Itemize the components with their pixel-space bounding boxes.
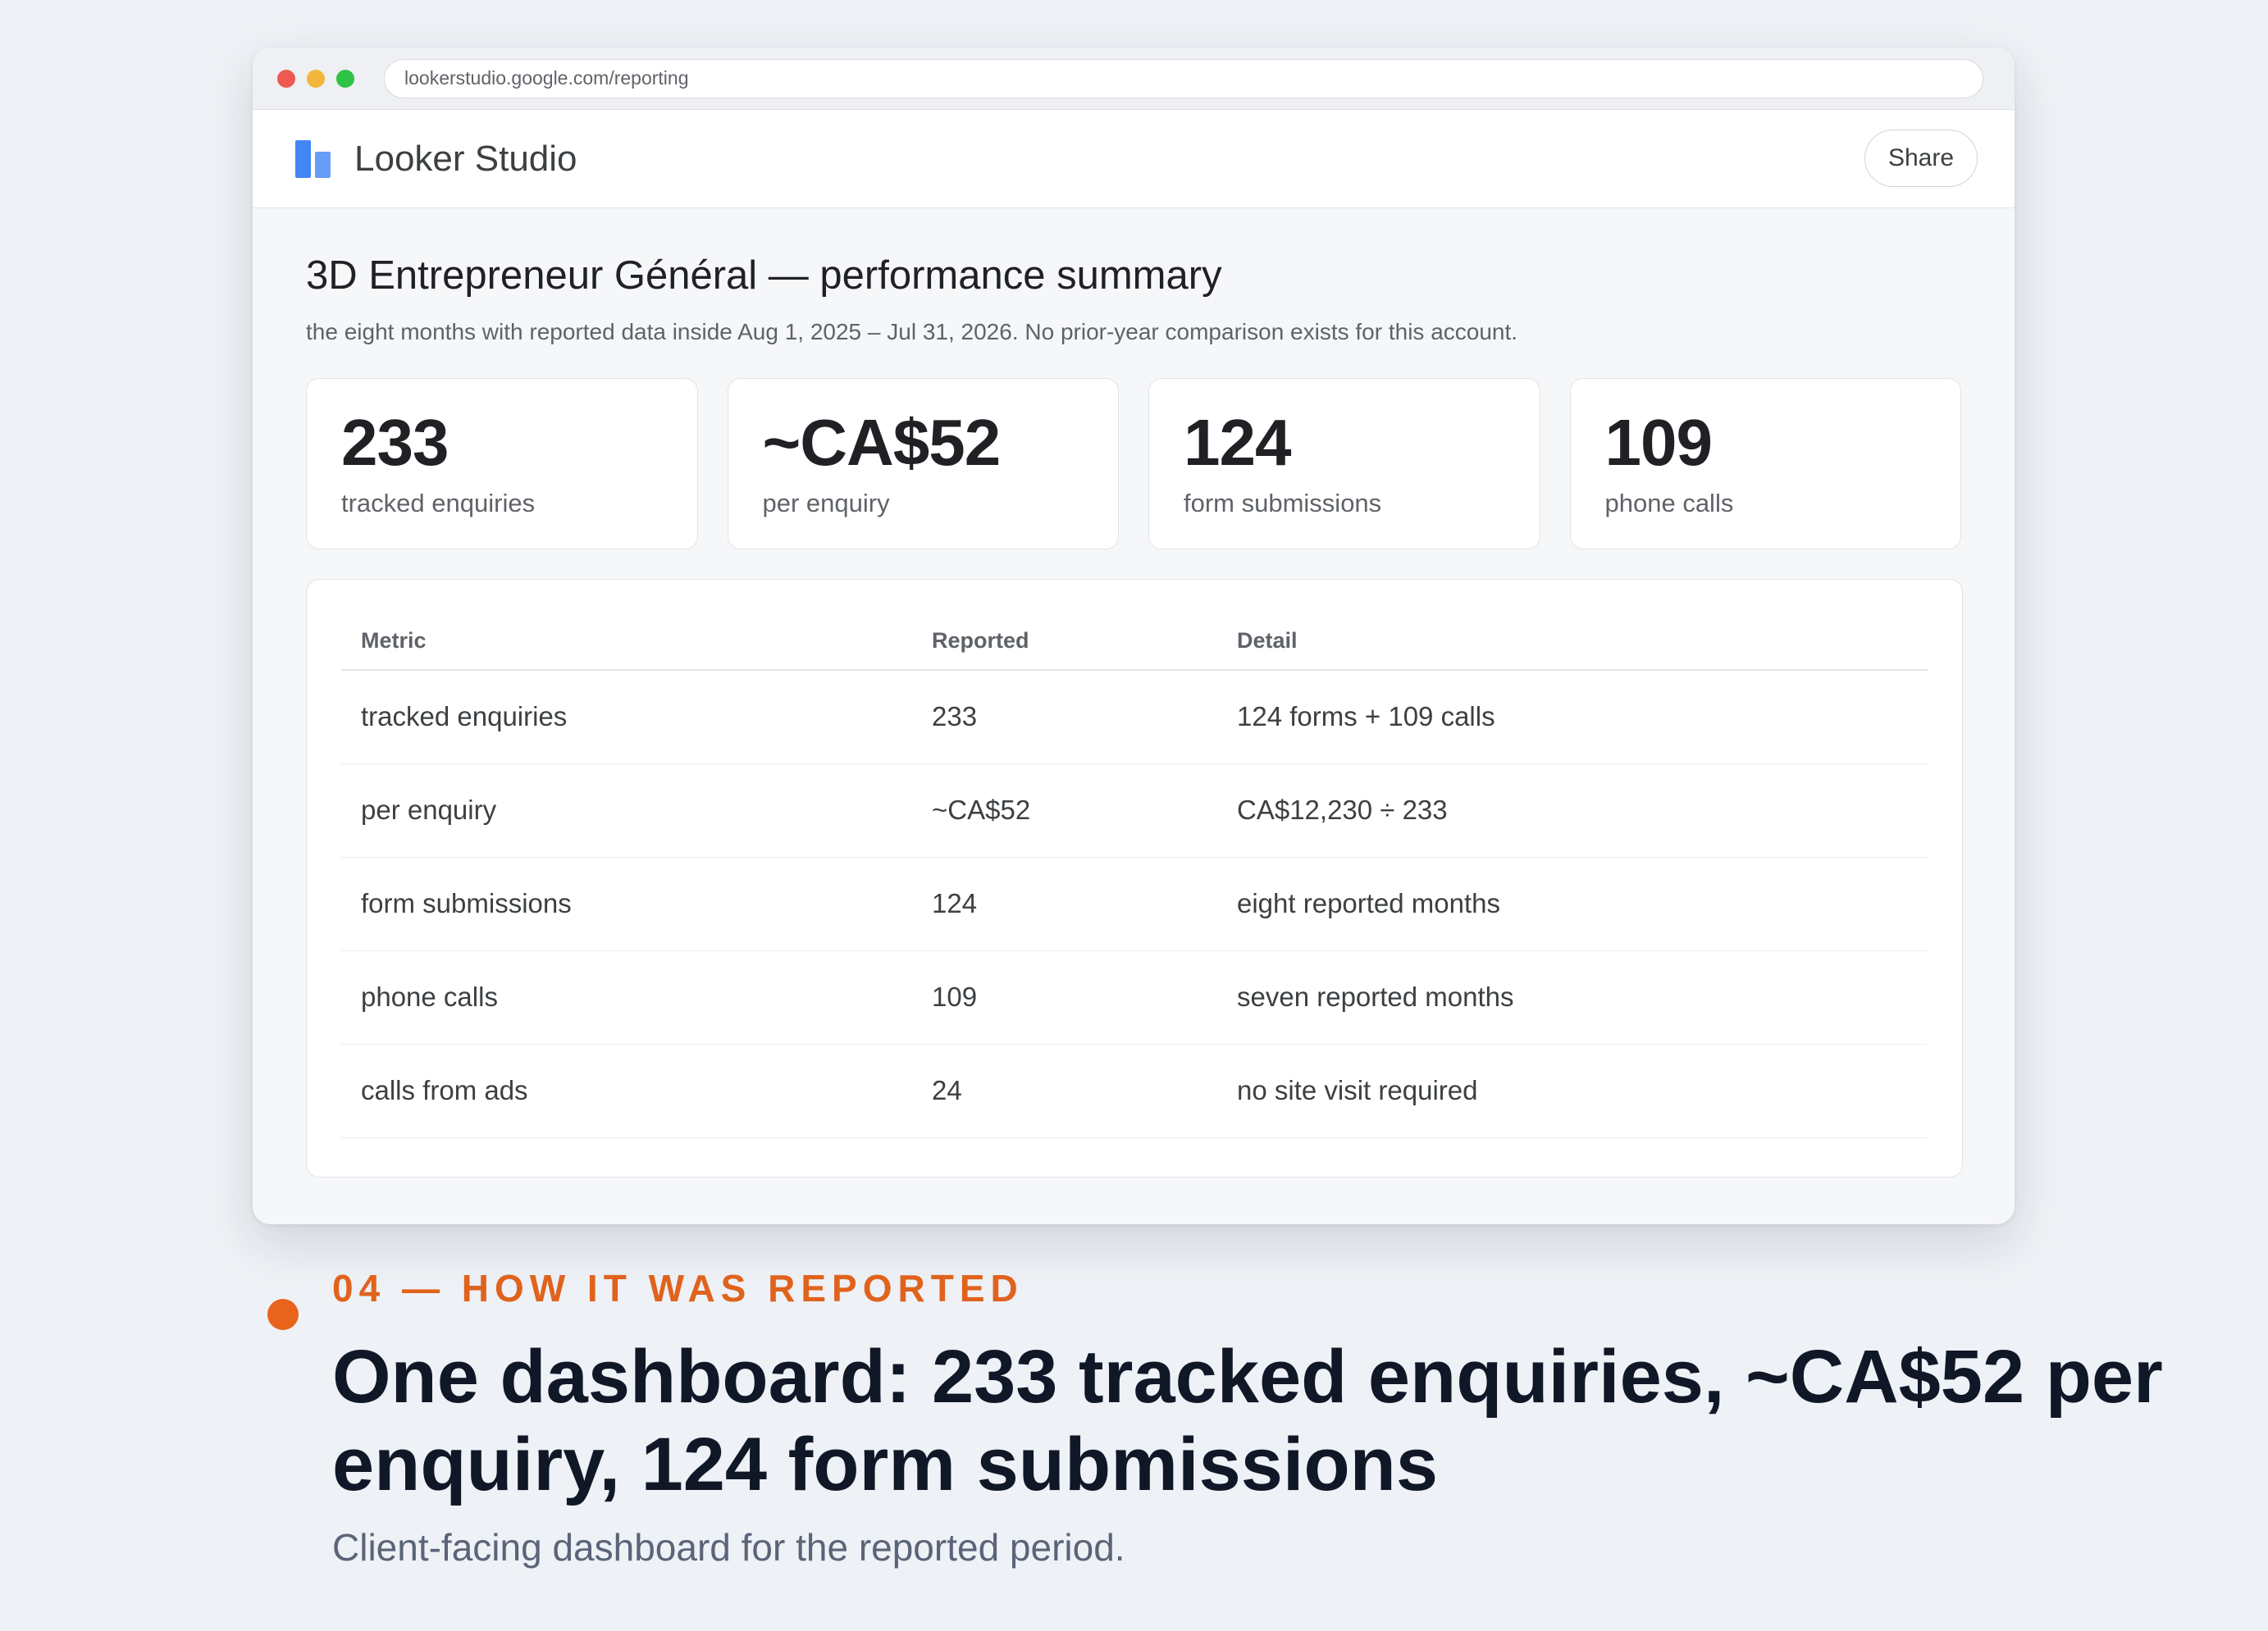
browser-chrome: lookerstudio.google.com/reporting — [253, 48, 2015, 110]
metric-cell: form submissions — [341, 857, 912, 951]
table-row: form submissions 124 eight reported mont… — [341, 857, 1928, 951]
url-text: lookerstudio.google.com/reporting — [404, 67, 689, 89]
looker-studio-logo-icon — [295, 139, 333, 178]
reported-cell: ~CA$52 — [912, 763, 1217, 858]
metrics-table: Metric Reported Detail tracked enquiries… — [341, 613, 1928, 1138]
kpi-value: 233 — [341, 406, 449, 479]
kpi-card-phone-calls: 109 phone calls — [1569, 378, 1961, 549]
kpi-card-form-submissions: 124 form submissions — [1148, 378, 1540, 549]
browser-window: lookerstudio.google.com/reporting Looker… — [253, 48, 2015, 1224]
metric-cell: per enquiry — [341, 763, 912, 858]
table-row: per enquiry ~CA$52 CA$12,230 ÷ 233 — [341, 763, 1928, 858]
column-header-metric[interactable]: Metric — [341, 613, 912, 671]
kpi-label: per enquiry — [762, 489, 890, 517]
detail-cell: 124 forms + 109 calls — [1217, 670, 1928, 764]
section-caption: 04 — HOW IT WAS REPORTED One dashboard: … — [332, 1269, 2186, 1569]
table-row: tracked enquiries 233 124 forms + 109 ca… — [341, 670, 1928, 764]
section-eyebrow: 04 — HOW IT WAS REPORTED — [332, 1267, 1024, 1310]
kpi-label: tracked enquiries — [341, 489, 536, 517]
column-header-detail[interactable]: Detail — [1217, 613, 1928, 671]
reported-cell: 124 — [912, 857, 1217, 951]
section-bullet-dot — [267, 1299, 299, 1330]
address-bar[interactable]: lookerstudio.google.com/reporting — [384, 58, 1983, 98]
maximize-window-dot[interactable] — [336, 69, 354, 88]
kpi-card-tracked-enquiries: 233 tracked enquiries — [306, 378, 698, 549]
detail-cell: seven reported months — [1217, 950, 1928, 1045]
report-canvas: 3D Entrepreneur Général — performance su… — [253, 208, 2015, 1178]
report-title: 3D Entrepreneur Général — performance su… — [306, 253, 1222, 298]
minimize-window-dot[interactable] — [307, 69, 325, 88]
kpi-card-per-enquiry: ~CA$52 per enquiry — [727, 378, 1119, 549]
kpi-value: ~CA$52 — [762, 406, 1002, 479]
kpi-value: 109 — [1604, 406, 1713, 479]
column-header-reported[interactable]: Reported — [912, 613, 1217, 671]
kpi-label: form submissions — [1184, 489, 1382, 517]
kpi-value: 124 — [1184, 406, 1291, 479]
metric-cell: phone calls — [341, 950, 912, 1045]
section-subline: Client-facing dashboard for the reported… — [332, 1526, 1125, 1569]
table-row: phone calls 109 seven reported months — [341, 950, 1928, 1045]
app-title: Looker Studio — [354, 138, 577, 179]
detail-cell: no site visit required — [1217, 1044, 1928, 1138]
report-subtitle: the eight months with reported data insi… — [306, 319, 1518, 344]
detail-cell: eight reported months — [1217, 857, 1928, 951]
metric-cell: tracked enquiries — [341, 670, 912, 764]
reported-cell: 233 — [912, 670, 1217, 764]
detail-cell: CA$12,230 ÷ 233 — [1217, 763, 1928, 858]
close-window-dot[interactable] — [277, 69, 295, 88]
table-row: calls from ads 24 no site visit required — [341, 1044, 1928, 1138]
metrics-table-card: Metric Reported Detail tracked enquiries… — [306, 579, 1963, 1178]
share-button[interactable]: Share — [1864, 130, 1978, 187]
table-header-row: Metric Reported Detail — [341, 613, 1928, 671]
app-header: Looker Studio Share — [253, 110, 2015, 208]
section-headline: One dashboard: 233 tracked enquiries, ~C… — [332, 1335, 2163, 1506]
metric-cell: calls from ads — [341, 1044, 912, 1138]
kpi-label: phone calls — [1604, 489, 1734, 517]
reported-cell: 109 — [912, 950, 1217, 1045]
reported-cell: 24 — [912, 1044, 1217, 1138]
kpi-row: 233 tracked enquiries ~CA$52 per enquiry… — [306, 378, 1961, 549]
